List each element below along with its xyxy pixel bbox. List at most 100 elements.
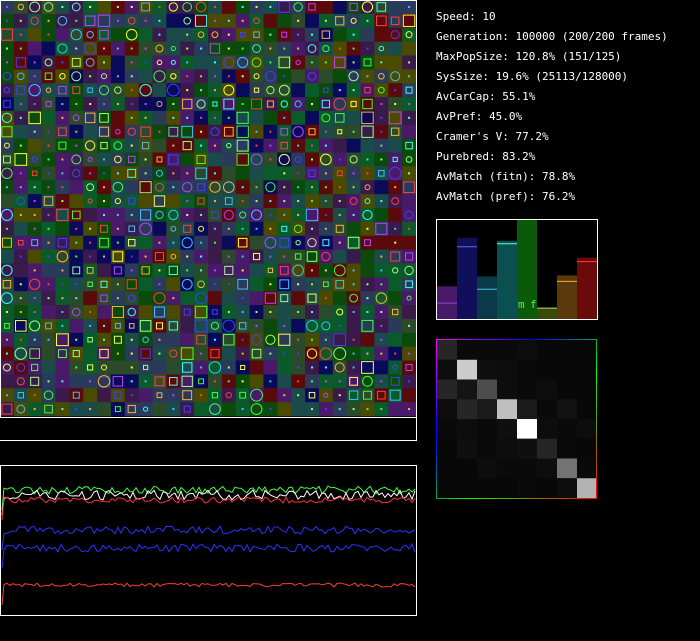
cell-dot <box>103 213 105 216</box>
cell <box>138 138 153 153</box>
cell-circle <box>155 210 164 220</box>
cell-dot <box>283 116 286 119</box>
cell-dot <box>116 213 119 216</box>
heat-cell <box>537 359 557 380</box>
cell-square <box>4 323 10 329</box>
cell <box>221 138 237 153</box>
cell-square <box>281 225 288 232</box>
cell <box>27 166 42 181</box>
cell-square <box>392 156 398 163</box>
cell-square <box>347 236 360 249</box>
cell-dot <box>47 297 50 300</box>
cell <box>402 332 417 347</box>
cell <box>402 208 417 223</box>
cell-dot <box>47 158 50 161</box>
cell-dot <box>75 227 78 230</box>
cell-dot <box>269 227 272 230</box>
cell <box>194 152 209 167</box>
cell <box>138 27 153 42</box>
cell <box>152 194 167 209</box>
cell <box>55 69 70 84</box>
cell <box>194 27 209 42</box>
cell <box>402 263 417 278</box>
cell <box>388 360 403 375</box>
cell-dot <box>297 19 300 22</box>
cell <box>277 374 292 389</box>
cell-dot <box>47 380 50 383</box>
cell-dot <box>61 311 64 313</box>
cell-dot <box>352 186 355 189</box>
cell-dot <box>338 241 341 244</box>
cell <box>13 374 29 389</box>
cell-square <box>390 16 400 26</box>
cell <box>208 249 223 264</box>
cell-dot <box>200 269 203 272</box>
cell <box>194 318 209 334</box>
bar <box>477 276 497 319</box>
cell-dot <box>47 241 50 244</box>
cell <box>388 124 403 139</box>
cell-circle <box>17 72 25 81</box>
cell <box>27 374 42 389</box>
cell <box>291 291 306 306</box>
cell-circle <box>57 15 68 26</box>
cell-square <box>251 348 262 359</box>
cell <box>166 41 181 56</box>
cell-dot <box>5 19 8 22</box>
cell <box>402 360 417 375</box>
cell-dot <box>255 186 258 189</box>
cell <box>152 41 167 56</box>
cell-square <box>236 139 249 152</box>
cell-circle <box>45 87 52 93</box>
cell <box>291 221 306 237</box>
cell <box>194 55 209 70</box>
cell <box>235 124 250 139</box>
cell <box>402 41 417 56</box>
cell-circle <box>293 2 303 12</box>
cell-square <box>280 127 289 136</box>
stat-label: Generation: 100000 (200/200 frames) <box>436 30 668 43</box>
cell-dot <box>297 33 300 36</box>
cell-dot <box>5 186 8 189</box>
cell-circle <box>139 83 152 97</box>
cell-square <box>196 334 206 345</box>
cell-dot <box>227 19 230 22</box>
heat-cell <box>557 399 577 419</box>
cell-dot <box>380 61 383 64</box>
history-line <box>1 582 416 606</box>
cell <box>402 124 417 139</box>
cell-dot <box>186 75 189 78</box>
cell-dot <box>47 213 50 216</box>
cell-circle <box>127 294 136 302</box>
cell <box>27 41 42 56</box>
cell <box>388 55 403 70</box>
bar <box>557 275 577 319</box>
cell-dot <box>311 269 313 272</box>
cell <box>277 360 292 375</box>
cell-dot <box>200 241 203 244</box>
cell-circle <box>250 388 263 402</box>
cell-square <box>337 129 343 135</box>
cell <box>291 97 306 112</box>
cell <box>346 194 361 209</box>
cell <box>0 152 15 167</box>
cell <box>277 291 292 306</box>
cell-dot <box>200 130 203 133</box>
cell <box>346 374 361 389</box>
cell-circle <box>348 71 359 82</box>
cell-dot <box>311 103 313 105</box>
cell-square <box>112 376 124 387</box>
cell-square <box>322 239 330 247</box>
cell-circle <box>71 307 81 317</box>
cell-dot <box>311 380 313 383</box>
cell-dot <box>227 283 230 286</box>
cell-dot <box>283 200 286 203</box>
cell-dot <box>186 33 189 36</box>
cell <box>180 13 195 29</box>
cell <box>332 138 347 153</box>
cell-square <box>267 267 274 274</box>
cell-circle <box>72 114 80 122</box>
cell-dot <box>89 380 92 383</box>
cell-square <box>377 390 386 400</box>
cell-dot <box>297 172 300 175</box>
